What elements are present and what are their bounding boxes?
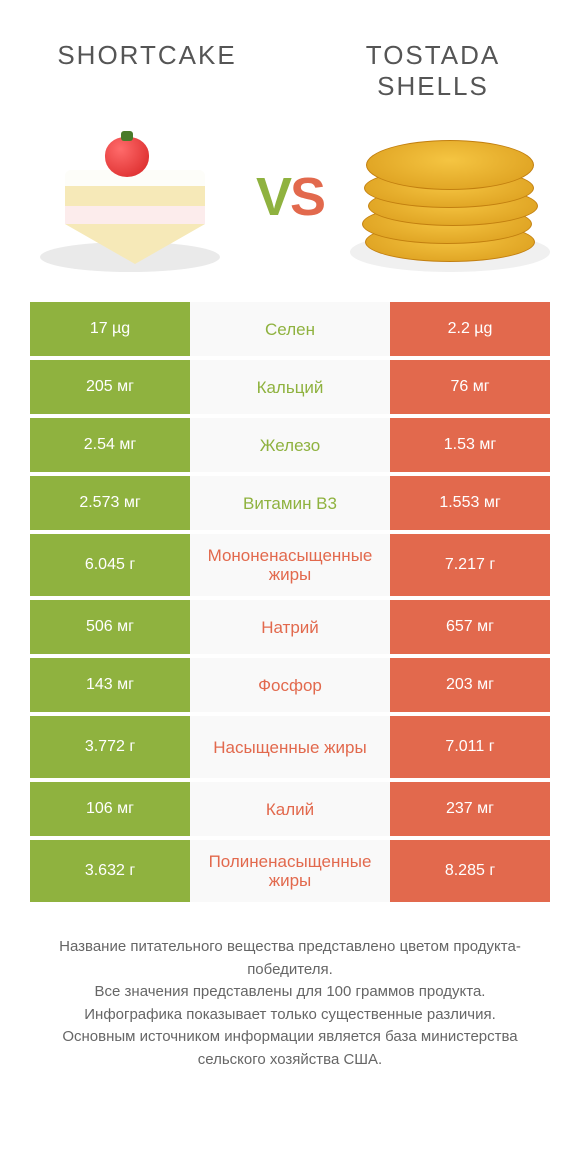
table-row: 3.772 гНасыщенные жиры7.011 г [30,716,550,778]
right-value: 7.011 г [390,716,550,778]
right-value: 2.2 µg [390,302,550,356]
right-value: 76 мг [390,360,550,414]
vs-s: S [290,167,324,227]
nutrient-label: Мононенасыщенные жиры [190,534,390,596]
nutrient-table: 17 µgСелен2.2 µg205 мгКальций76 мг2.54 м… [0,302,580,902]
table-row: 3.632 гПолиненасыщенные жиры8.285 г [30,840,550,902]
footer-line: Все значения представлены для 100 граммо… [30,981,550,1004]
table-row: 17 µgСелен2.2 µg [30,302,550,356]
table-row: 2.54 мгЖелезо1.53 мг [30,418,550,472]
right-value: 1.53 мг [390,418,550,472]
left-value: 6.045 г [30,534,190,596]
left-value: 3.632 г [30,840,190,902]
right-value: 1.553 мг [390,476,550,530]
nutrient-label: Насыщенные жиры [190,716,390,778]
left-value: 205 мг [30,360,190,414]
table-row: 106 мгКалий237 мг [30,782,550,836]
left-value: 17 µg [30,302,190,356]
shortcake-illustration [30,122,230,272]
nutrient-label: Фосфор [190,658,390,712]
vs-label: VS [256,166,324,228]
footer-line: Основным источником информации является … [30,1026,550,1071]
header: SHORTCAKE TOSTADA SHELLS [0,0,580,112]
left-value: 106 мг [30,782,190,836]
right-title: TOSTADA SHELLS [316,40,550,102]
footer-line: Название питательного вещества представл… [30,936,550,981]
right-value: 8.285 г [390,840,550,902]
tostada-illustration [350,122,550,272]
left-value: 506 мг [30,600,190,654]
left-value: 3.772 г [30,716,190,778]
right-value: 203 мг [390,658,550,712]
table-row: 205 мгКальций76 мг [30,360,550,414]
table-row: 143 мгФосфор203 мг [30,658,550,712]
nutrient-label: Кальций [190,360,390,414]
nutrient-label: Селен [190,302,390,356]
hero-row: VS [0,112,580,302]
nutrient-label: Витамин B3 [190,476,390,530]
vs-v: V [256,167,290,227]
table-row: 2.573 мгВитамин B31.553 мг [30,476,550,530]
nutrient-label: Железо [190,418,390,472]
footer-line: Инфографика показывает только существенн… [30,1004,550,1027]
nutrient-label: Натрий [190,600,390,654]
table-row: 6.045 гМононенасыщенные жиры7.217 г [30,534,550,596]
table-row: 506 мгНатрий657 мг [30,600,550,654]
left-value: 2.54 мг [30,418,190,472]
footer-notes: Название питательного вещества представл… [0,906,580,1071]
right-value: 237 мг [390,782,550,836]
nutrient-label: Калий [190,782,390,836]
left-title: SHORTCAKE [30,40,264,71]
left-value: 2.573 мг [30,476,190,530]
right-value: 657 мг [390,600,550,654]
left-value: 143 мг [30,658,190,712]
nutrient-label: Полиненасыщенные жиры [190,840,390,902]
right-value: 7.217 г [390,534,550,596]
